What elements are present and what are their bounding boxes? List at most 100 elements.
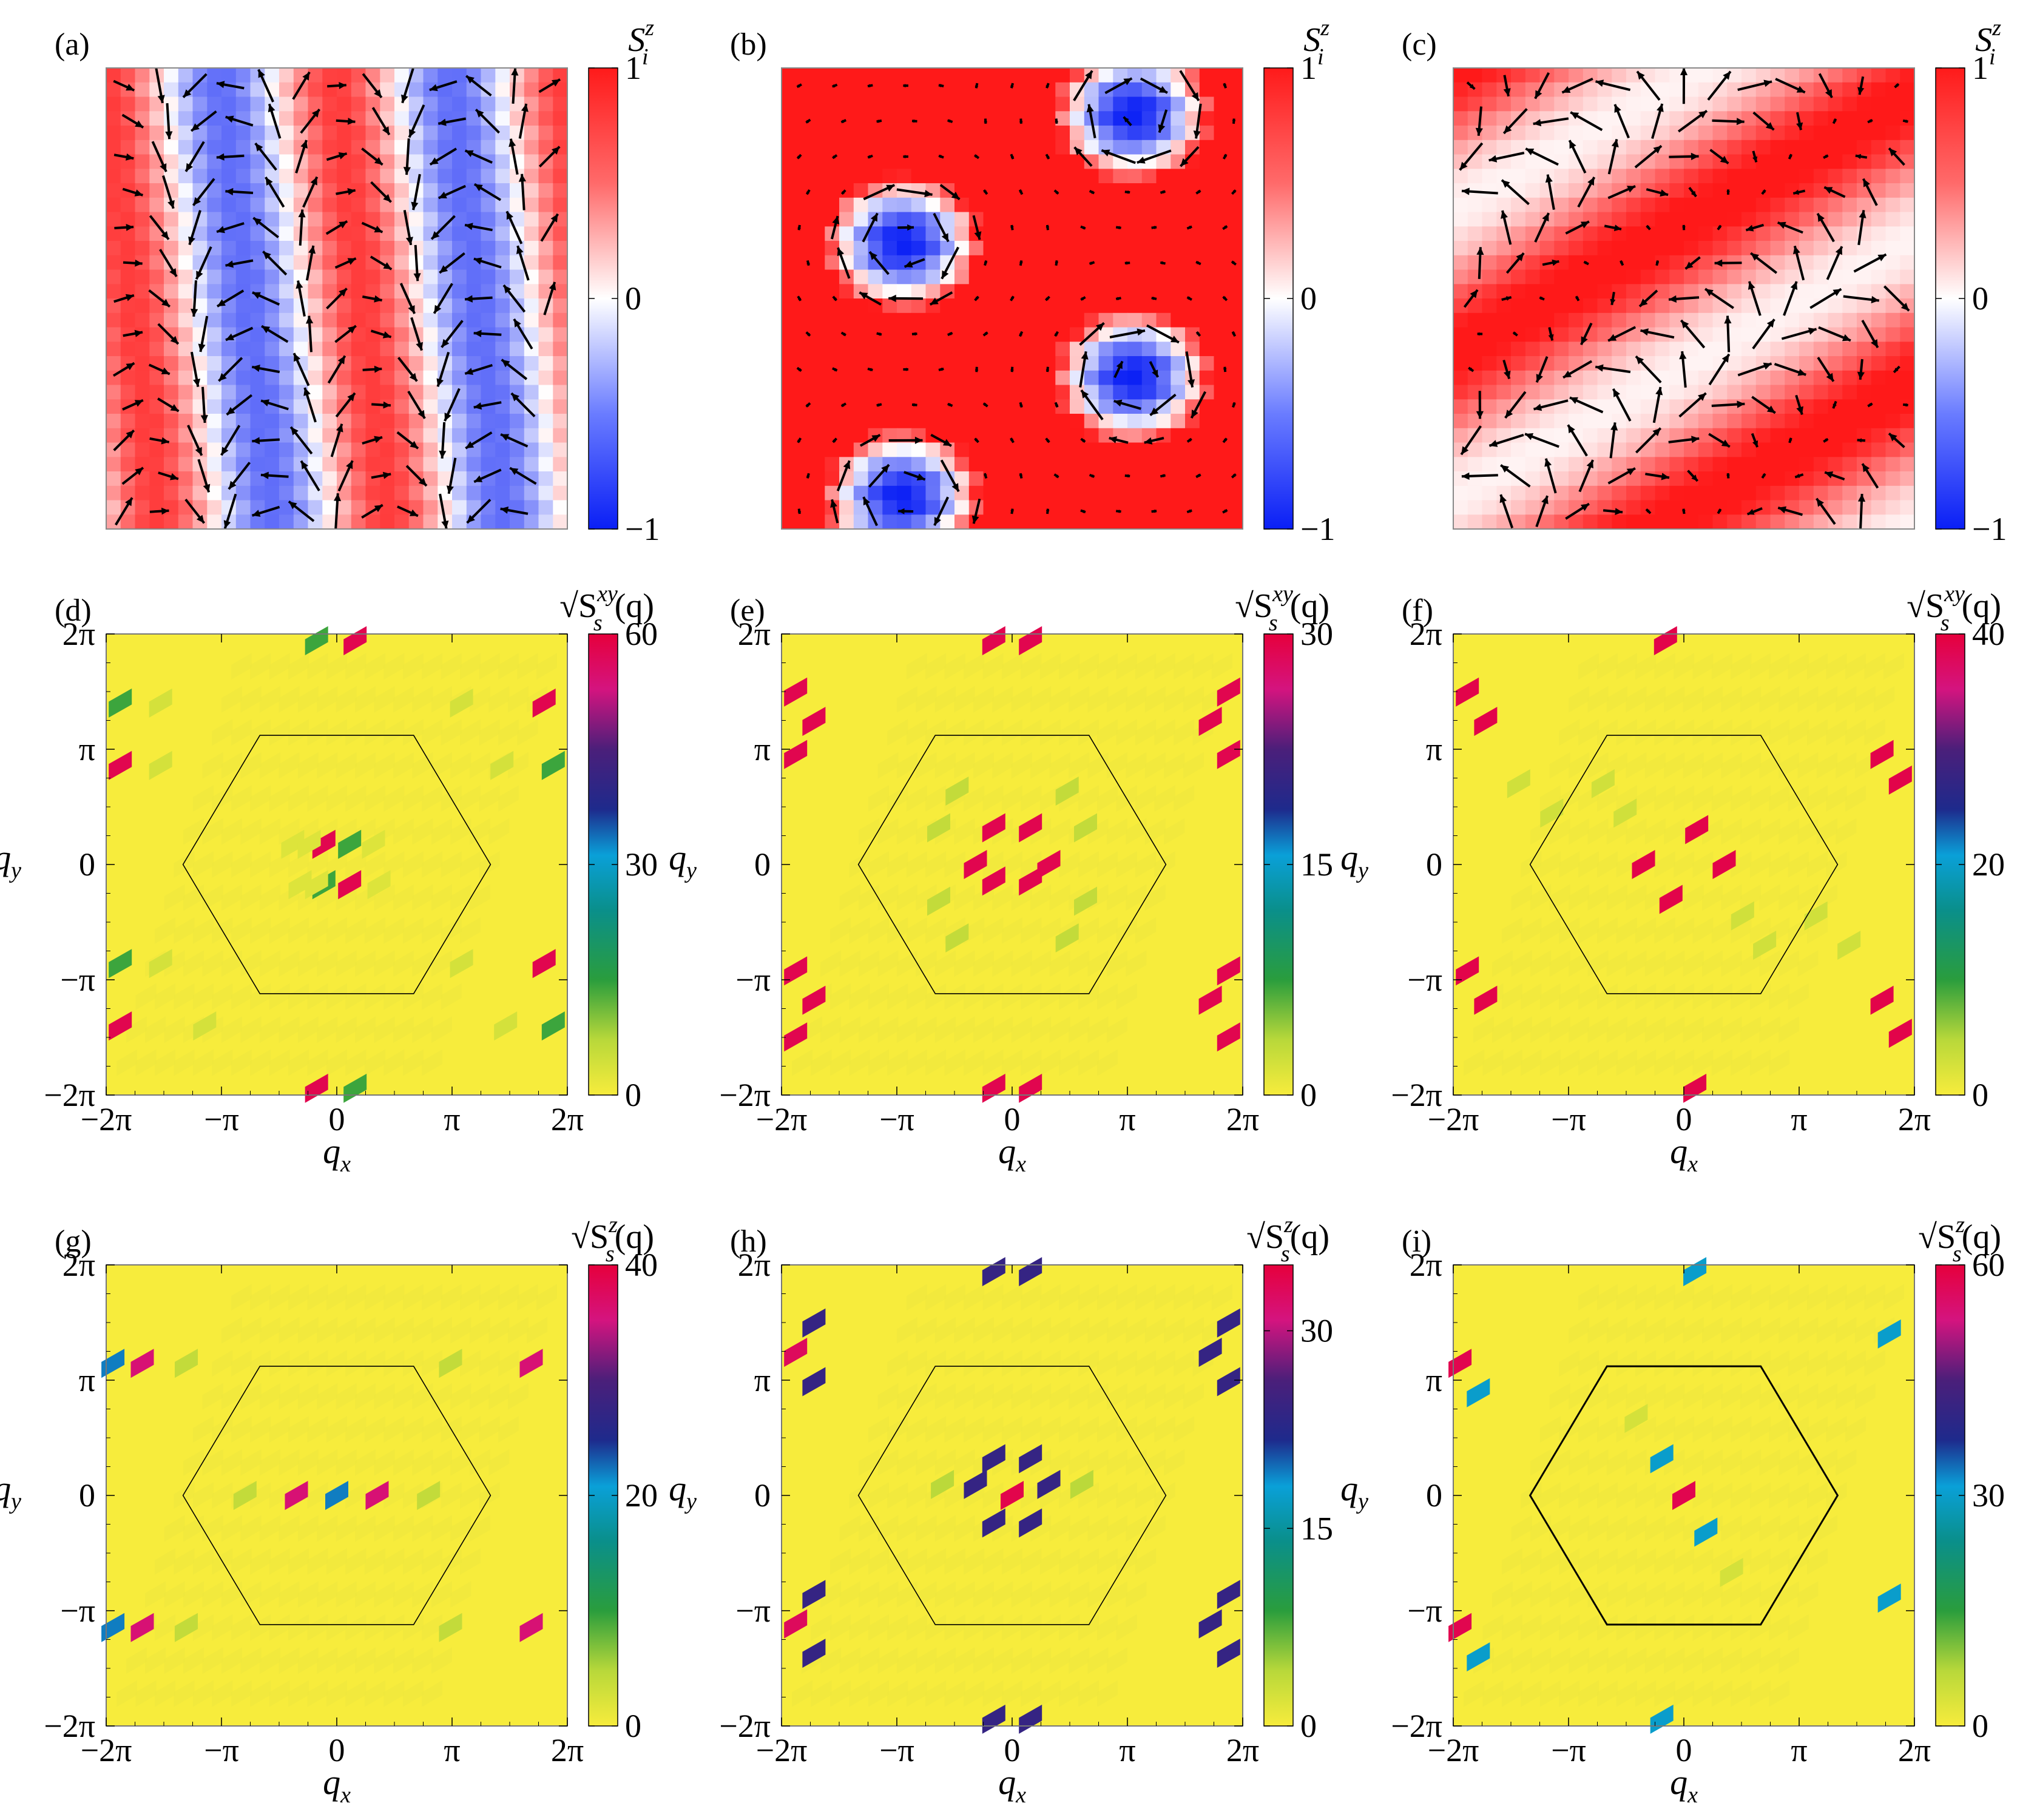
spin-arrowhead bbox=[898, 508, 905, 514]
sz-cell bbox=[782, 269, 797, 285]
bragg-background bbox=[1683, 686, 1704, 713]
sz-cell bbox=[1012, 241, 1027, 256]
sz-cell bbox=[1871, 111, 1887, 126]
sz-cell bbox=[925, 241, 941, 256]
colorbar-title-sub: s bbox=[1269, 610, 1278, 636]
colorbar-tick-label: 60 bbox=[625, 616, 658, 652]
sz-cell bbox=[796, 269, 811, 285]
bragg-background bbox=[820, 1016, 842, 1043]
sz-cell bbox=[1012, 442, 1027, 457]
sz-cell bbox=[1127, 169, 1143, 184]
bragg-background bbox=[1116, 983, 1137, 1010]
spin-arrowhead bbox=[1691, 436, 1700, 443]
sz-cell bbox=[1871, 269, 1887, 285]
sz-cell bbox=[1098, 370, 1113, 386]
sz-cell bbox=[911, 140, 927, 155]
bragg-background bbox=[1702, 752, 1723, 779]
sz-cell bbox=[968, 183, 984, 198]
spin-arrowhead bbox=[939, 84, 944, 87]
sz-cell bbox=[149, 269, 164, 285]
sz-cell bbox=[495, 298, 510, 314]
sz-cell bbox=[1055, 226, 1070, 241]
sz-cell bbox=[1755, 154, 1771, 169]
spin-arrowhead bbox=[1889, 433, 1897, 442]
sz-cell bbox=[1084, 197, 1100, 213]
sz-cell bbox=[423, 312, 438, 328]
sz-cell bbox=[1511, 169, 1526, 184]
sz-cell bbox=[394, 442, 410, 457]
bragg-background bbox=[174, 983, 195, 1010]
sz-cell bbox=[839, 414, 854, 429]
sz-cell bbox=[1698, 485, 1714, 501]
bragg-background bbox=[240, 818, 262, 845]
sz-cell bbox=[1041, 241, 1056, 256]
bragg-background bbox=[1049, 1016, 1070, 1043]
sz-cell bbox=[1185, 269, 1200, 285]
sz-cell bbox=[207, 169, 222, 184]
plot-frame bbox=[106, 67, 568, 530]
sz-cell bbox=[1482, 385, 1497, 400]
spin-arrowhead bbox=[984, 474, 987, 479]
sz-cell bbox=[1467, 212, 1483, 227]
sz-cell bbox=[265, 457, 280, 472]
sz-cell bbox=[1842, 356, 1857, 371]
bragg-background bbox=[1464, 1049, 1485, 1076]
bragg-background bbox=[1144, 686, 1166, 713]
sz-cell bbox=[1511, 269, 1526, 285]
sz-cell bbox=[1871, 471, 1887, 487]
sz-cell bbox=[510, 514, 525, 530]
sz-cell bbox=[911, 399, 927, 414]
bragg-background bbox=[1030, 884, 1052, 911]
sz-cell bbox=[1684, 82, 1699, 98]
spin-arrowhead bbox=[444, 413, 451, 422]
bragg-background bbox=[906, 851, 927, 878]
sz-cell bbox=[1612, 255, 1627, 271]
bragg-background bbox=[973, 950, 994, 977]
sz-cell bbox=[1199, 457, 1215, 472]
sz-cell bbox=[1669, 269, 1684, 285]
spin-arrowhead bbox=[1691, 190, 1697, 197]
sz-cell bbox=[1669, 241, 1684, 256]
sz-cell bbox=[810, 96, 825, 112]
bragg-background bbox=[1059, 851, 1080, 878]
sz-cell bbox=[250, 255, 265, 271]
sz-cell bbox=[351, 442, 367, 457]
sz-cell bbox=[1127, 312, 1143, 328]
sz-cell bbox=[1171, 514, 1186, 530]
bragg-background bbox=[517, 653, 538, 680]
sz-cell bbox=[1026, 82, 1042, 98]
sz-cell bbox=[1785, 140, 1800, 155]
sz-cell bbox=[1885, 471, 1900, 487]
spin-arrowhead bbox=[1766, 405, 1775, 413]
sz-cell bbox=[1214, 298, 1229, 314]
bragg-background bbox=[412, 1016, 433, 1043]
bragg-background bbox=[345, 785, 367, 812]
sz-cell bbox=[998, 126, 1013, 141]
sz-cell bbox=[1070, 471, 1085, 487]
sz-cell bbox=[207, 457, 222, 472]
sz-cell bbox=[524, 241, 539, 256]
sz-cell bbox=[998, 140, 1013, 155]
sz-cell bbox=[1554, 183, 1569, 198]
spin-arrowhead bbox=[907, 224, 914, 231]
bragg-background bbox=[1002, 1049, 1022, 1076]
sz-cell bbox=[1755, 68, 1771, 83]
sz-cell bbox=[1141, 471, 1157, 487]
sz-cell bbox=[1141, 169, 1157, 184]
bragg-background bbox=[1797, 818, 1819, 845]
sz-cell bbox=[1871, 370, 1887, 386]
sz-cell bbox=[954, 298, 970, 314]
sz-cell bbox=[1669, 514, 1684, 530]
bragg-background bbox=[1731, 917, 1752, 944]
sz-cell bbox=[998, 226, 1013, 241]
panel-c: (c)10−1Sz i bbox=[1402, 15, 2007, 547]
sz-cell bbox=[1828, 428, 1843, 443]
bragg-background bbox=[1078, 653, 1099, 680]
sz-cell bbox=[1496, 197, 1512, 213]
bragg-background bbox=[1749, 719, 1771, 746]
sz-cell bbox=[897, 298, 912, 314]
sz-cell bbox=[452, 298, 467, 314]
spin-arrowhead bbox=[1196, 474, 1200, 477]
bragg-background bbox=[431, 818, 452, 845]
sz-cell bbox=[149, 169, 164, 184]
